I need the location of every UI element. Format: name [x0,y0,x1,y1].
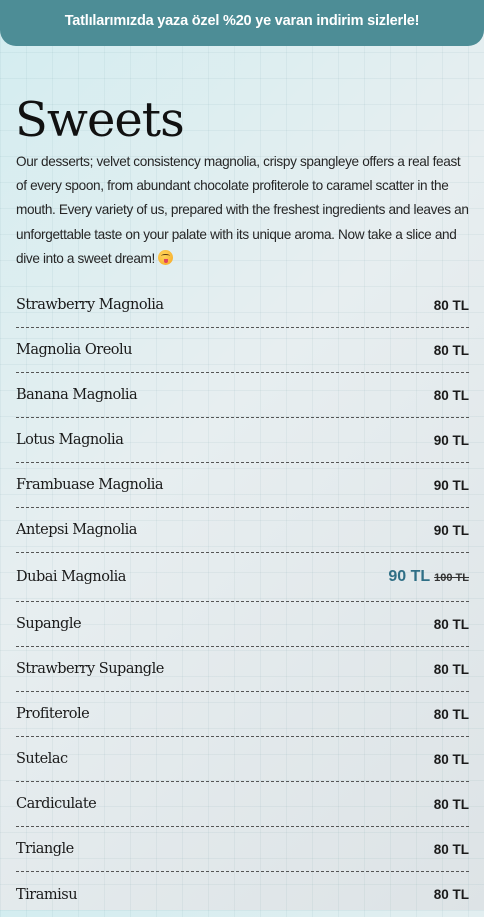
menu-item-price: 80 TL [433,706,469,722]
page-title: Sweets [15,92,185,148]
menu-item-name: Tiramisu [16,886,78,903]
menu-item-discounted: Dubai Magnolia 90 TL 100 TL [16,553,469,602]
menu-item-price: 90 TL [433,477,469,493]
section-description-text: Our desserts; velvet consistency magnoli… [16,154,469,266]
face-savoring-food-icon [157,249,173,265]
menu-item: Cardiculate 80 TL [16,782,469,827]
menu-item-price: 80 TL [433,616,469,632]
menu-item-name: Profiterole [16,706,90,722]
menu-item: Antepsi Magnolia 90 TL [16,508,469,553]
menu-item-price: 80 TL [433,387,469,403]
menu-item: Strawberry Supangle 80 TL [16,647,469,692]
menu-item: Profiterole 80 TL [16,692,469,737]
menu-item: Supangle 80 TL [16,602,469,647]
menu-item-name: Lotus Magnolia [16,432,124,448]
menu-item-name: Antepsi Magnolia [16,522,137,538]
menu-item-price: 80 TL [433,841,469,857]
menu-item-name: Banana Magnolia [16,387,138,403]
menu-item-name: Dubai Magnolia [16,569,126,585]
menu-item-name: Cardiculate [16,796,97,812]
menu-item-price: 80 TL [433,297,469,313]
promo-banner-text: Tatlılarımızda yaza özel %20 ye varan in… [64,13,420,29]
menu-list: Strawberry Magnolia 80 TL Magnolia Oreol… [16,283,469,917]
menu-item-sale-price: 90 TL [388,568,431,585]
menu-item-name: Strawberry Supangle [16,661,164,677]
menu-item-price: 80 TL [433,342,469,358]
menu-item-price: 80 TL [433,796,469,812]
menu-item: Magnolia Oreolu 80 TL [16,328,469,373]
menu-item-old-price: 100 TL [434,572,469,584]
section-description: Our desserts; velvet consistency magnoli… [16,150,472,271]
menu-item-price: 90 TL [433,432,469,448]
menu-item-name: Strawberry Magnolia [16,297,164,313]
menu-item: Frambuase Magnolia 90 TL [16,463,469,508]
menu-item: Strawberry Magnolia 80 TL [16,283,469,328]
menu-item-name: Supangle [16,616,82,632]
menu-item: Triangle 80 TL [16,827,469,872]
menu-item-price-group: 90 TL 100 TL [388,568,469,586]
menu-item: Banana Magnolia 80 TL [16,373,469,418]
menu-item: Tiramisu 80 TL [16,872,469,917]
menu-item-name: Sutelac [16,751,68,767]
menu-item: Lotus Magnolia 90 TL [16,418,469,463]
menu-item-price: 80 TL [433,887,469,902]
menu-item-price: 80 TL [433,661,469,677]
menu-item-name: Magnolia Oreolu [16,342,132,358]
menu-item-price: 90 TL [433,522,469,538]
menu-item: Sutelac 80 TL [16,737,469,782]
promo-banner: Tatlılarımızda yaza özel %20 ye varan in… [0,0,484,46]
menu-item-name: Frambuase Magnolia [16,477,164,493]
menu-item-name: Triangle [16,841,74,857]
menu-item-price: 80 TL [433,751,469,767]
